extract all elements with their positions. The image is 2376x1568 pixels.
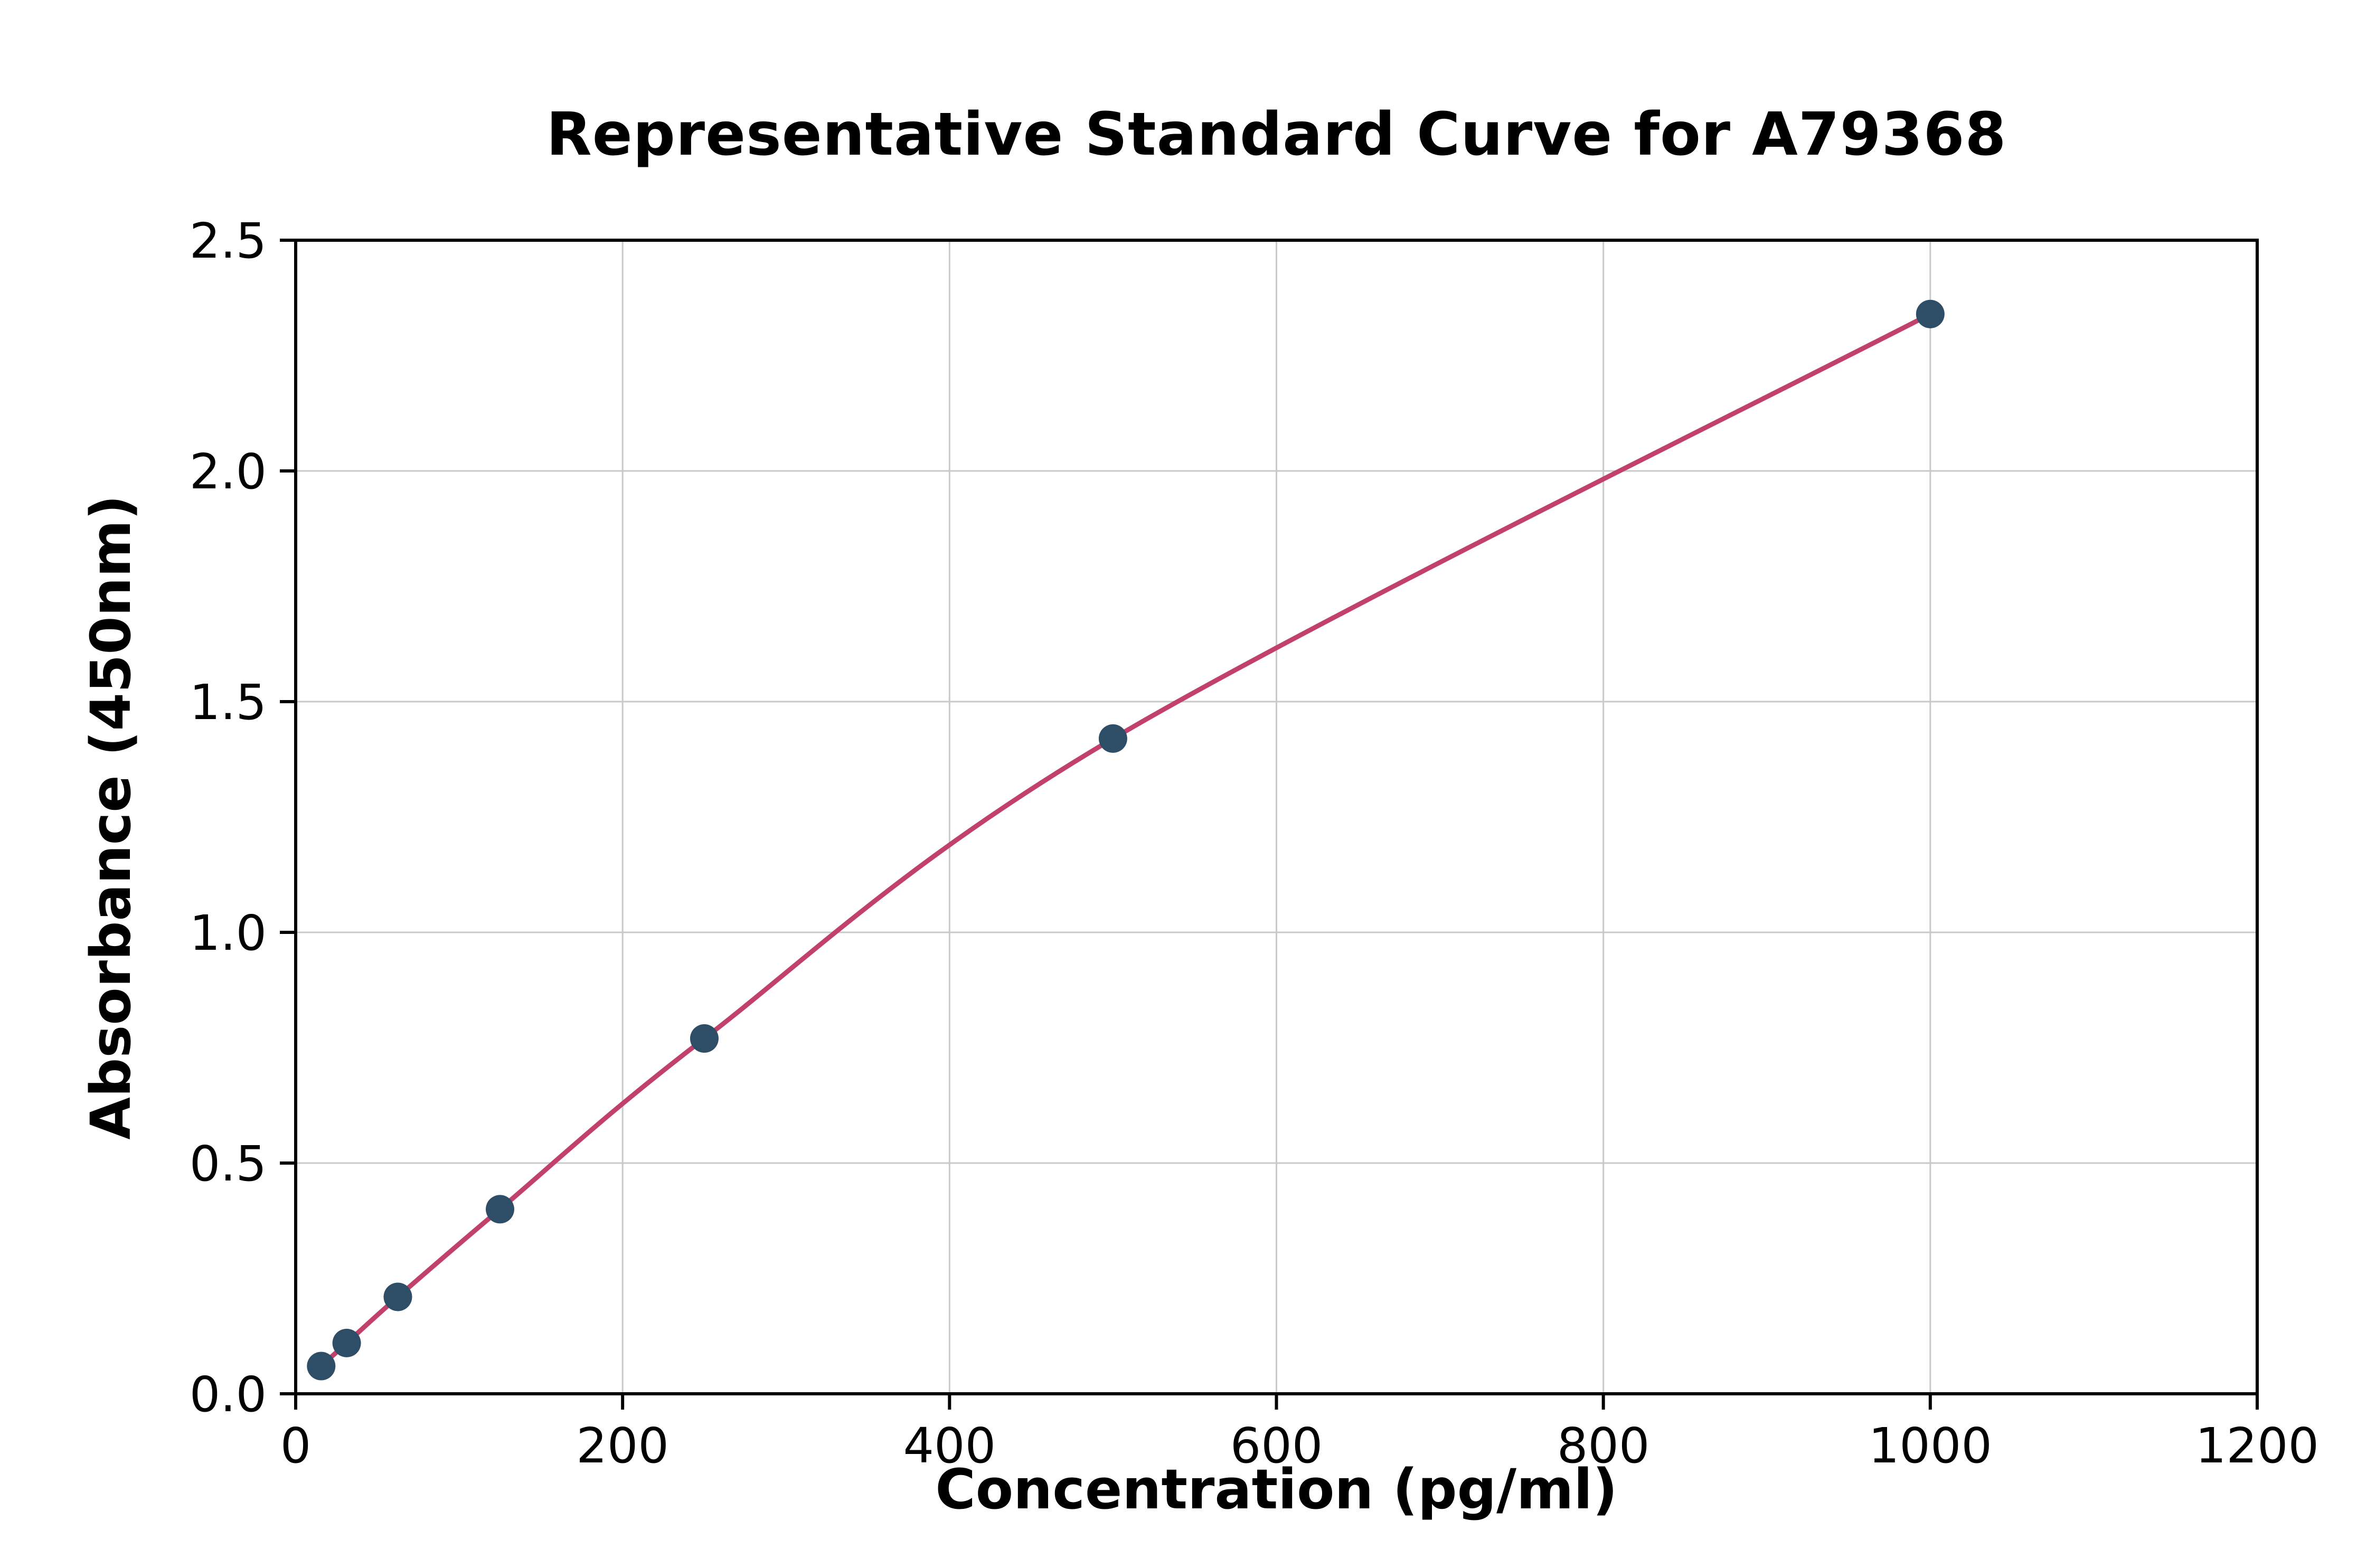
data-point [1916,299,1945,328]
x-tick-label: 200 [576,1418,669,1474]
x-tick-label: 600 [1230,1418,1323,1474]
y-tick-label: 0.0 [190,1366,267,1423]
data-point [485,1195,514,1224]
data-point [1098,724,1127,753]
data-point [690,1024,719,1053]
data-point [307,1352,336,1381]
x-tick-label: 400 [903,1418,996,1474]
y-tick-label: 1.0 [190,905,267,961]
y-tick-label: 1.5 [190,674,267,731]
y-tick-label: 0.5 [190,1136,267,1192]
x-tick-label: 1000 [1869,1418,1992,1474]
y-tick-label: 2.0 [190,443,267,500]
y-tick-label: 2.5 [190,213,267,269]
x-tick-label: 1200 [2195,1418,2319,1474]
chart-title: Representative Standard Curve for A79368 [546,100,2007,169]
fitted-curve [319,311,1931,1368]
data-point [383,1282,412,1311]
x-axis-label: Concentration (pg/ml) [935,1457,1618,1522]
y-axis-label: Absorbance (450nm) [79,495,143,1140]
x-tick-label: 800 [1557,1418,1650,1474]
x-tick-label: 0 [280,1418,312,1474]
data-point [332,1328,361,1357]
